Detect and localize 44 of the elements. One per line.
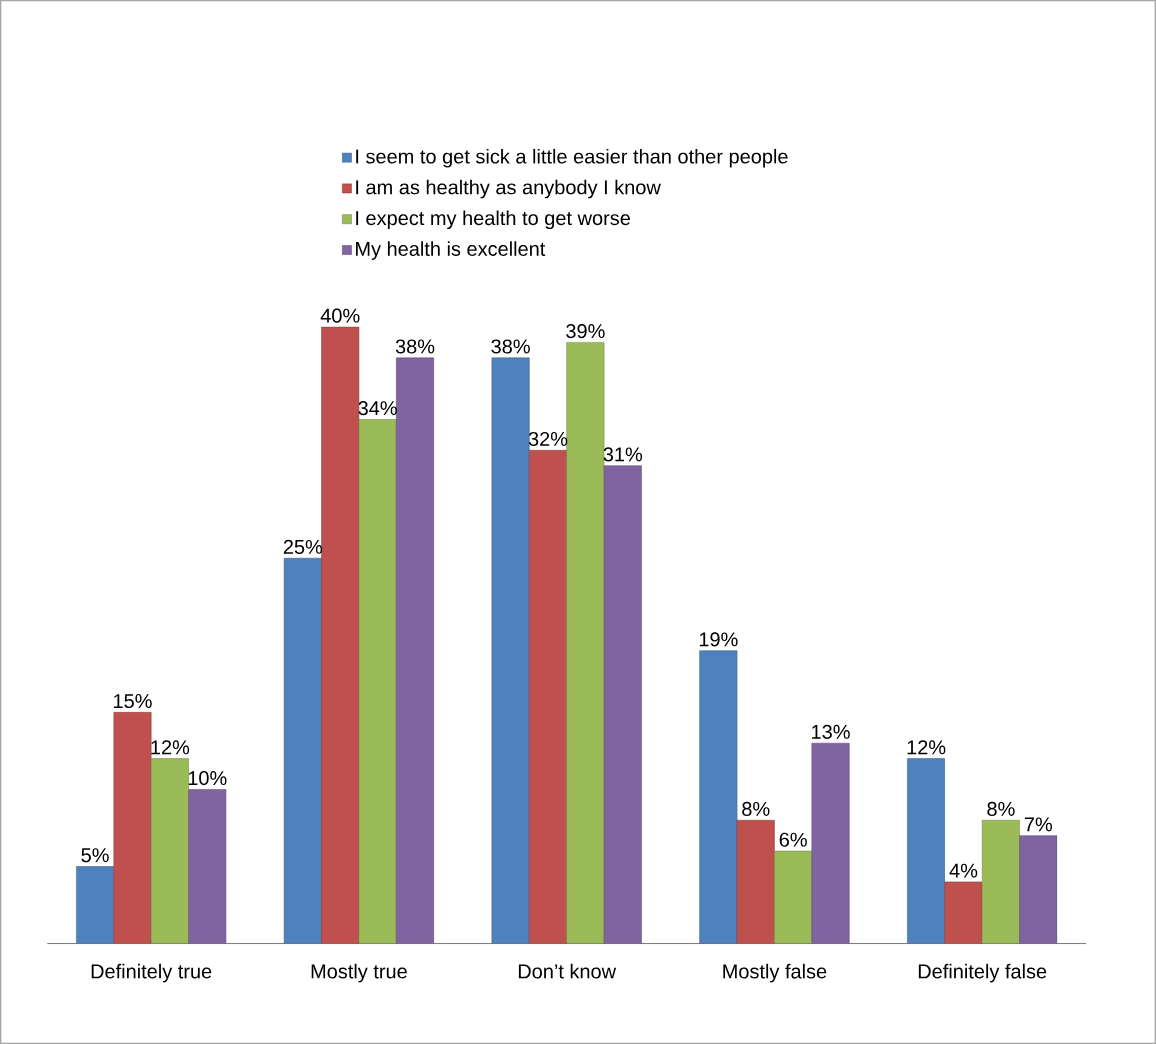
bar	[603, 465, 642, 944]
data-label: 38%	[491, 339, 530, 354]
legend-label: I am as healthy as anybody I know	[356, 179, 661, 199]
data-label: 6%	[779, 832, 807, 847]
data-label: 19%	[699, 632, 738, 647]
bar	[188, 789, 227, 944]
x-tick-label: Definitely true	[91, 963, 212, 983]
data-label: 12%	[907, 740, 946, 755]
bar	[396, 357, 434, 944]
bar	[1019, 835, 1058, 944]
bar	[566, 342, 605, 944]
data-label: 13%	[812, 724, 850, 739]
data-label: 39%	[566, 323, 605, 339]
bar	[150, 758, 189, 944]
data-label: 4%	[949, 863, 978, 878]
data-label: 5%	[81, 848, 109, 863]
data-label: 8%	[987, 801, 1015, 816]
data-label: 7%	[1024, 817, 1053, 832]
legend-label: I expect my health to get worse	[356, 210, 630, 230]
bar	[491, 357, 530, 944]
bar	[358, 419, 397, 944]
bar	[774, 850, 813, 944]
x-tick-label: Mostly true	[311, 963, 407, 983]
data-label: 15%	[114, 694, 152, 709]
bar	[944, 881, 983, 944]
bar	[981, 819, 1020, 944]
legend-label: My health is excellent	[356, 241, 546, 260]
bar	[283, 557, 322, 944]
data-label: 40%	[320, 308, 360, 323]
bar	[907, 758, 946, 944]
bar	[113, 712, 152, 944]
x-tick-label: Don’t know	[518, 963, 617, 979]
bar	[529, 449, 567, 944]
bar	[321, 326, 360, 944]
legend-label: I seem to get sick a little easier than other people	[356, 148, 788, 168]
x-tick-label: Mostly false	[723, 963, 827, 983]
bar	[736, 819, 775, 944]
data-label: 8%	[742, 801, 770, 816]
bar	[811, 742, 850, 944]
bar	[699, 650, 738, 944]
bar	[76, 866, 115, 944]
data-label: 12%	[151, 740, 190, 755]
x-tick-label: Definitely false	[918, 963, 1047, 983]
data-label: 38%	[395, 339, 435, 354]
